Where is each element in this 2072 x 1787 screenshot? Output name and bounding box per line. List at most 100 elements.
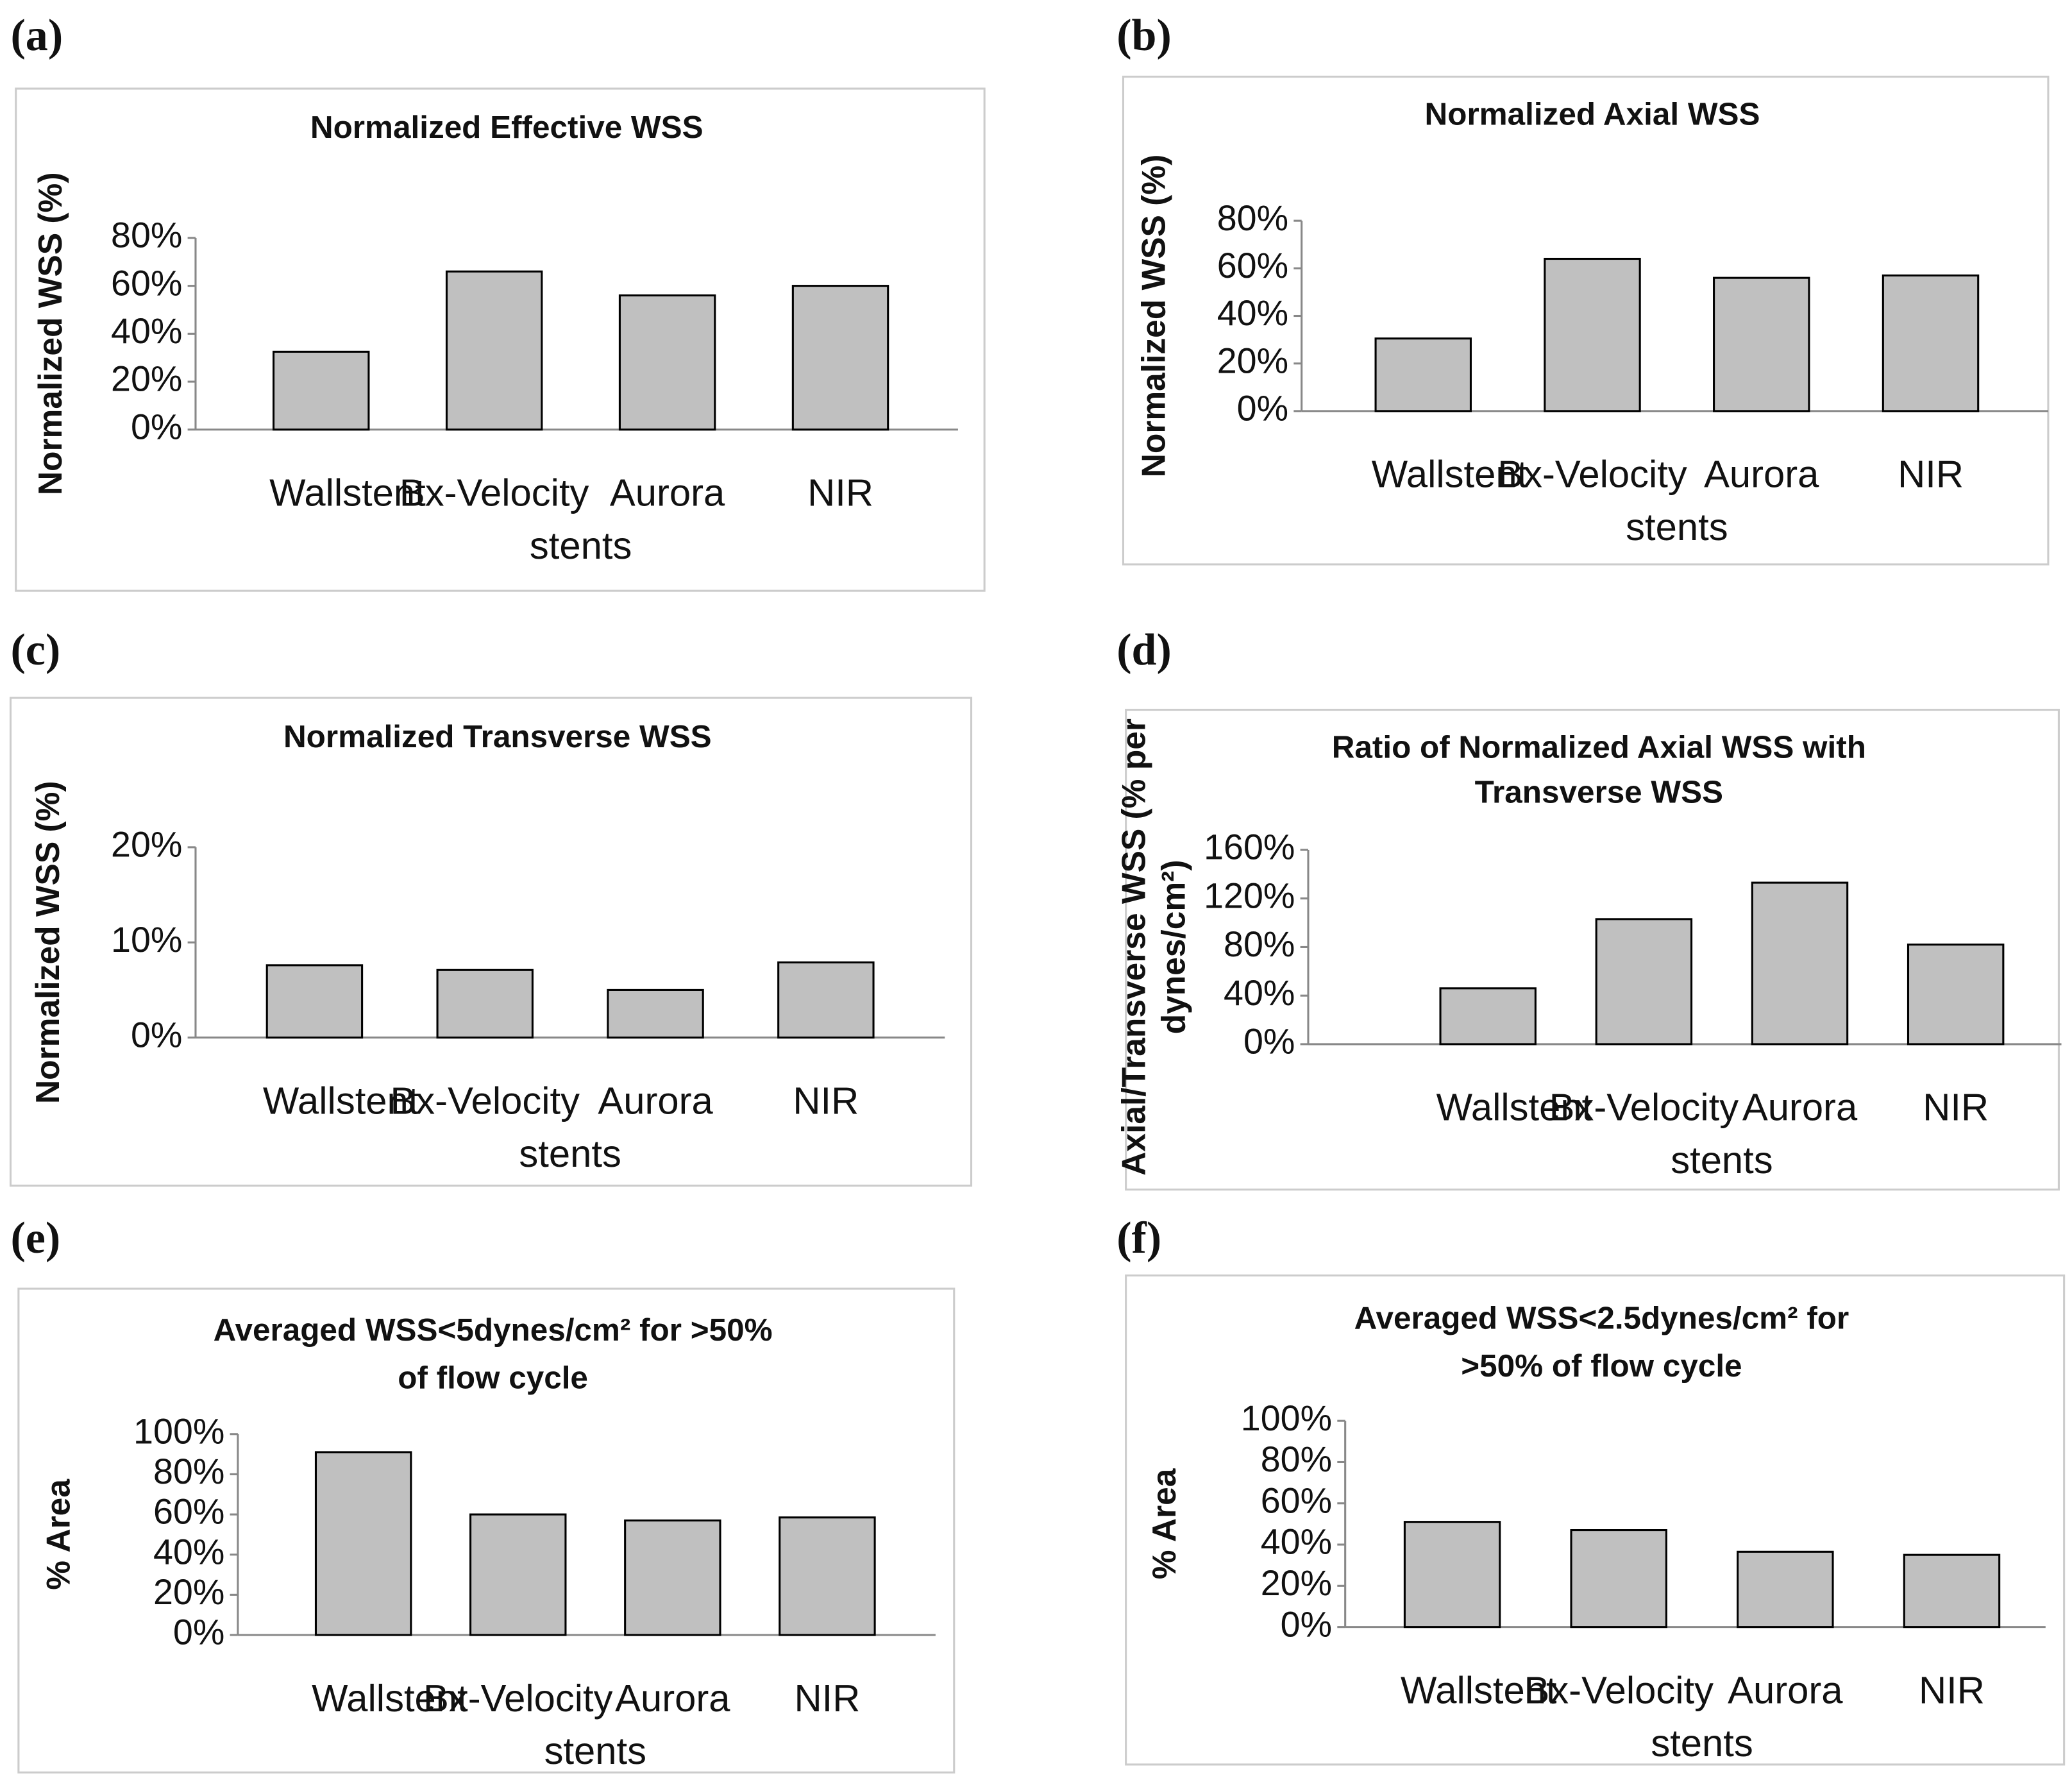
x-axis-label: stents bbox=[1651, 1722, 1753, 1765]
y-tick-label: 80% bbox=[1261, 1439, 1332, 1479]
bar bbox=[779, 1516, 876, 1636]
y-tick-label: 60% bbox=[111, 263, 182, 303]
x-axis-label: stents bbox=[544, 1729, 646, 1772]
bar bbox=[469, 1513, 567, 1636]
bar bbox=[445, 270, 543, 431]
bar bbox=[1713, 276, 1810, 412]
x-tick-label: NIR bbox=[1919, 1668, 1985, 1711]
x-axis-label: stents bbox=[1626, 505, 1728, 548]
x-tick-label: NIR bbox=[1898, 453, 1964, 496]
x-tick-label: Aurora bbox=[1742, 1086, 1858, 1129]
bar bbox=[1403, 1521, 1501, 1629]
x-tick-label: Bx-Velocity bbox=[390, 1079, 580, 1122]
bar bbox=[265, 964, 364, 1039]
y-tick-label: 20% bbox=[111, 359, 182, 399]
bar bbox=[624, 1519, 721, 1636]
x-tick-label: Aurora bbox=[615, 1677, 730, 1720]
chart-title: Averaged WSS<5dynes/cm² for >50% bbox=[214, 1312, 773, 1348]
x-tick-label: Bx-Velocity bbox=[1549, 1086, 1739, 1129]
y-tick-label: 20% bbox=[1261, 1563, 1332, 1603]
y-tick-label: 40% bbox=[1217, 293, 1288, 333]
x-tick-label: NIR bbox=[793, 1079, 859, 1122]
y-tick-label: 100% bbox=[133, 1411, 224, 1451]
y-tick-label: 80% bbox=[153, 1452, 224, 1491]
bar bbox=[618, 294, 716, 431]
chart-title: Averaged WSS<2.5dynes/cm² for bbox=[1354, 1301, 1849, 1336]
chart-title: Ratio of Normalized Axial WSS with bbox=[1332, 729, 1866, 765]
chart-title: Normalized Effective WSS bbox=[310, 110, 703, 145]
bar bbox=[607, 988, 704, 1039]
x-tick-label: Bx-Velocity bbox=[400, 471, 589, 514]
panel-label: (d) bbox=[1116, 625, 1172, 675]
x-tick-label: Wallstent bbox=[263, 1079, 419, 1122]
bar bbox=[1737, 1550, 1834, 1629]
x-tick-label: NIR bbox=[794, 1677, 860, 1720]
x-tick-label: Bx-Velocity bbox=[1524, 1668, 1714, 1711]
y-tick-label: 60% bbox=[1261, 1480, 1332, 1520]
panel-label: (f) bbox=[1116, 1214, 1161, 1263]
x-tick-label: Wallstent bbox=[1436, 1086, 1593, 1129]
y-tick-label: 0% bbox=[1243, 1022, 1295, 1062]
chart-title: Normalized Transverse WSS bbox=[283, 719, 712, 754]
chart-title: Transverse WSS bbox=[1475, 775, 1723, 810]
y-axis-label: dynes/cm²) bbox=[1155, 860, 1192, 1035]
x-tick-label: Aurora bbox=[610, 471, 725, 514]
x-axis-label: stents bbox=[1671, 1139, 1773, 1181]
y-tick-label: 60% bbox=[1217, 246, 1288, 285]
y-tick-label: 0% bbox=[1237, 389, 1288, 428]
y-tick-label: 120% bbox=[1204, 876, 1295, 915]
y-tick-label: 160% bbox=[1204, 827, 1295, 867]
bar bbox=[1882, 274, 1980, 412]
y-tick-label: 80% bbox=[1217, 198, 1288, 238]
x-tick-label: Wallstent bbox=[312, 1677, 468, 1720]
y-tick-label: 20% bbox=[1217, 341, 1288, 380]
bar bbox=[777, 961, 875, 1039]
x-axis-label: stents bbox=[530, 524, 632, 567]
y-axis-label: Normalized WSS (%) bbox=[29, 781, 66, 1104]
bar bbox=[314, 1451, 412, 1636]
y-tick-label: 40% bbox=[153, 1532, 224, 1571]
y-tick-label: 40% bbox=[1261, 1522, 1332, 1562]
x-tick-label: NIR bbox=[807, 471, 873, 514]
y-tick-label: 100% bbox=[1241, 1398, 1332, 1438]
y-tick-label: 0% bbox=[1281, 1604, 1332, 1644]
y-axis-label: Axial/Transverse WSS (% per bbox=[1115, 718, 1152, 1176]
bar bbox=[436, 969, 534, 1039]
y-tick-label: 0% bbox=[131, 1015, 182, 1054]
chart-frame bbox=[1122, 76, 2050, 566]
panel-label: (e) bbox=[10, 1214, 60, 1263]
y-tick-label: 20% bbox=[111, 825, 182, 865]
chart-frame bbox=[15, 87, 986, 592]
y-axis-label: % Area bbox=[1145, 1468, 1183, 1579]
panel-label: (b) bbox=[1116, 11, 1172, 60]
chart-title: Normalized Axial WSS bbox=[1425, 96, 1760, 131]
x-tick-label: Aurora bbox=[1704, 453, 1819, 496]
y-tick-label: 40% bbox=[111, 311, 182, 351]
bar bbox=[1595, 918, 1693, 1046]
bar bbox=[1544, 257, 1641, 412]
chart-title: >50% of flow cycle bbox=[1461, 1348, 1742, 1384]
bar bbox=[791, 285, 889, 431]
panel-label: (c) bbox=[10, 625, 60, 675]
y-tick-label: 80% bbox=[1224, 924, 1295, 964]
y-tick-label: 0% bbox=[173, 1613, 224, 1652]
chart-frame bbox=[1125, 1274, 2066, 1766]
x-tick-label: Wallstent bbox=[1372, 453, 1528, 496]
x-tick-label: Aurora bbox=[1728, 1668, 1843, 1711]
y-tick-label: 80% bbox=[111, 216, 182, 255]
y-axis-label: % Area bbox=[39, 1479, 76, 1590]
y-tick-label: 60% bbox=[153, 1492, 224, 1532]
x-tick-label: Aurora bbox=[598, 1079, 713, 1122]
bar bbox=[1439, 987, 1537, 1046]
chart-frame bbox=[17, 1287, 956, 1774]
bar bbox=[1751, 881, 1849, 1046]
y-tick-label: 10% bbox=[111, 920, 182, 960]
chart-title: of flow cycle bbox=[398, 1360, 588, 1395]
x-tick-label: Bx-Velocity bbox=[1497, 453, 1687, 496]
bar bbox=[1903, 1554, 2001, 1629]
y-axis-label: Normalized WSS (%) bbox=[1135, 155, 1172, 478]
chart-frame bbox=[1125, 709, 2060, 1191]
chart-frame bbox=[9, 697, 973, 1187]
